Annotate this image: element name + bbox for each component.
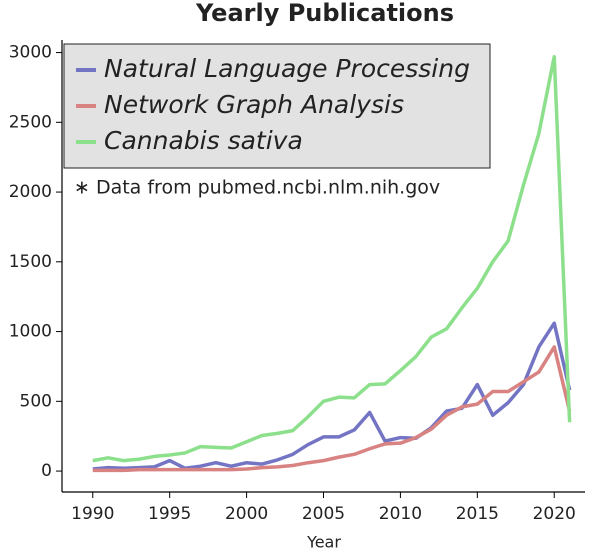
y-tick-label: 500 bbox=[20, 391, 52, 411]
x-tick-label: 1995 bbox=[148, 504, 191, 524]
legend-label: Network Graph Analysis bbox=[104, 90, 404, 119]
series-line bbox=[92, 54, 572, 463]
x-tick-label: 2010 bbox=[379, 504, 422, 524]
x-tick-label: 2015 bbox=[456, 504, 499, 524]
y-tick-label: 1000 bbox=[9, 322, 52, 342]
legend-label: Cannabis sativa bbox=[104, 126, 303, 155]
series-line bbox=[92, 321, 572, 471]
x-tick-label: 2000 bbox=[225, 504, 268, 524]
legend-label: Natural Language Processing bbox=[104, 54, 470, 83]
annotation: ∗ Data from pubmed.ncbi.nlm.nih.gov bbox=[74, 177, 440, 199]
x-tick-label: 2005 bbox=[302, 504, 345, 524]
y-tick-label: 1500 bbox=[9, 252, 52, 272]
y-tick-label: 2500 bbox=[9, 112, 52, 132]
legend-box bbox=[63, 43, 491, 169]
x-tick-label: 2020 bbox=[533, 504, 576, 524]
x-axis-label: Year bbox=[306, 533, 341, 552]
y-tick-label: 0 bbox=[41, 461, 52, 481]
y-tick-label: 2000 bbox=[9, 182, 52, 202]
y-tick-label: 3000 bbox=[9, 43, 52, 63]
chart-title: Yearly Publications bbox=[195, 0, 454, 27]
series-line bbox=[92, 345, 572, 473]
x-tick-label: 1990 bbox=[71, 504, 114, 524]
